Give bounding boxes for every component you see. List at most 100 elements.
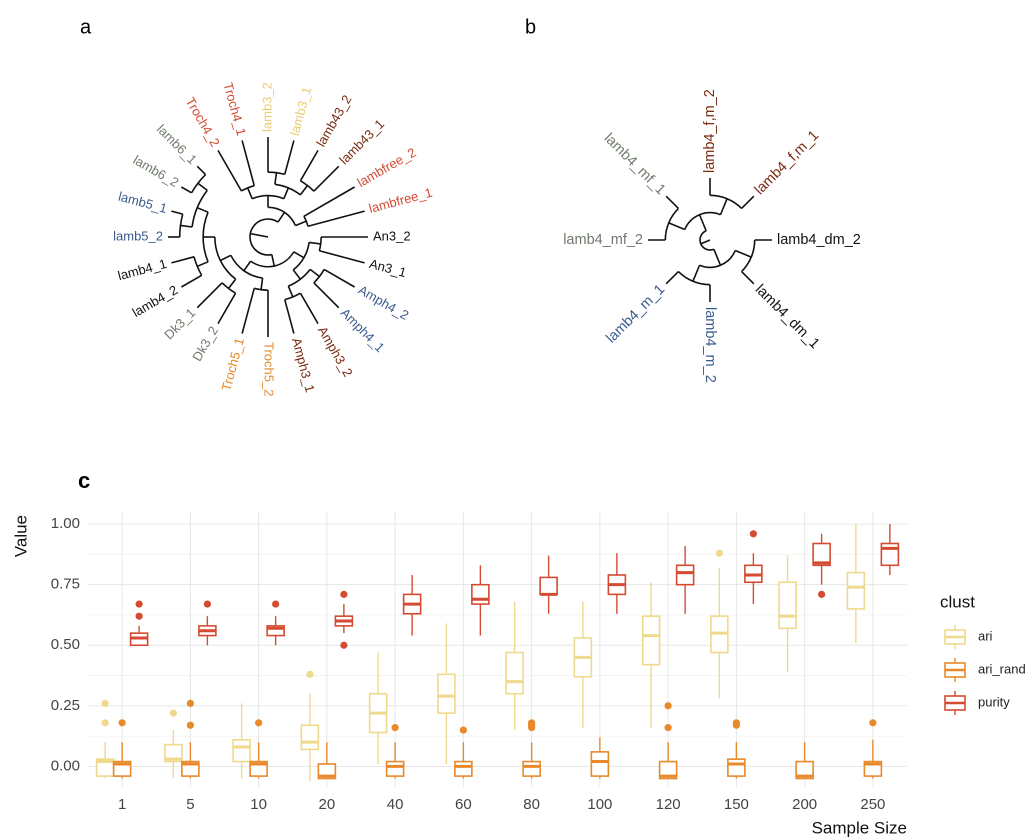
y-tick-label: 1.00 bbox=[51, 515, 80, 532]
branch bbox=[665, 195, 679, 209]
x-tick-label: 80 bbox=[523, 796, 540, 813]
y-tick-label: 0.00 bbox=[51, 757, 80, 774]
branch-arc bbox=[699, 250, 736, 269]
branch bbox=[313, 282, 340, 309]
outlier bbox=[664, 702, 672, 710]
branch bbox=[299, 185, 309, 196]
legend-label: purity bbox=[978, 694, 1010, 709]
branch bbox=[734, 249, 752, 258]
branch bbox=[309, 268, 320, 278]
branch bbox=[293, 251, 305, 259]
branch bbox=[307, 210, 365, 228]
box bbox=[266, 625, 285, 637]
branch bbox=[284, 299, 295, 334]
x-tick-label: 150 bbox=[724, 796, 749, 813]
box bbox=[880, 542, 900, 567]
legend-label: ari_rand bbox=[978, 661, 1026, 676]
branch bbox=[260, 277, 264, 290]
x-tick-label: 60 bbox=[455, 796, 472, 813]
branch bbox=[246, 187, 253, 200]
outlier bbox=[391, 724, 399, 732]
box bbox=[454, 760, 473, 777]
leaf-label: Troch5_2 bbox=[262, 342, 277, 396]
outlier bbox=[186, 721, 194, 729]
box bbox=[590, 751, 610, 777]
branch bbox=[196, 206, 209, 213]
branch-arc bbox=[313, 269, 325, 284]
branch bbox=[277, 211, 286, 223]
box bbox=[795, 760, 814, 780]
leaf-label: lamb3_2 bbox=[259, 82, 274, 132]
box bbox=[641, 615, 661, 666]
branch bbox=[271, 254, 276, 267]
branch bbox=[274, 172, 278, 185]
leaf-label: lamb4_dm_2 bbox=[777, 232, 861, 248]
branch bbox=[196, 261, 209, 268]
panel-label: a bbox=[80, 16, 92, 38]
branch bbox=[698, 214, 707, 232]
branch bbox=[171, 210, 183, 215]
branch-arc bbox=[684, 211, 721, 230]
box bbox=[778, 581, 797, 630]
y-tick-label: 0.75 bbox=[51, 576, 80, 593]
panel-label: c bbox=[78, 468, 90, 493]
outlier bbox=[732, 719, 740, 727]
branch bbox=[308, 241, 321, 245]
outlier bbox=[203, 600, 211, 608]
x-tick-label: 250 bbox=[860, 796, 885, 813]
box bbox=[812, 542, 831, 567]
outlier bbox=[340, 641, 348, 649]
box bbox=[164, 743, 183, 763]
x-tick-label: 200 bbox=[792, 796, 817, 813]
box bbox=[658, 760, 678, 780]
outlier bbox=[135, 612, 143, 620]
x-tick-label: 120 bbox=[656, 796, 681, 813]
branch bbox=[217, 149, 243, 192]
branch bbox=[243, 260, 252, 272]
branch bbox=[287, 285, 294, 298]
x-tick-label: 100 bbox=[587, 796, 612, 813]
box bbox=[437, 673, 456, 714]
box bbox=[385, 760, 405, 777]
leaf-label: lamb5_2 bbox=[113, 228, 163, 243]
branch-arc bbox=[699, 230, 715, 251]
branch bbox=[283, 187, 290, 200]
box bbox=[505, 651, 524, 695]
x-tick-label: 1 bbox=[118, 796, 126, 813]
y-tick-label: 0.25 bbox=[51, 697, 80, 714]
legend-title: clust bbox=[940, 592, 975, 611]
branch bbox=[668, 222, 686, 231]
branch bbox=[700, 239, 711, 245]
outlier bbox=[664, 724, 672, 732]
outlier bbox=[818, 590, 826, 598]
x-tick-label: 40 bbox=[387, 796, 404, 813]
branch bbox=[196, 165, 207, 176]
box bbox=[727, 758, 746, 777]
branch bbox=[250, 232, 269, 238]
x-tick-label: 10 bbox=[250, 796, 267, 813]
x-axis-title: Sample Size bbox=[812, 818, 907, 837]
box bbox=[300, 724, 320, 751]
branch bbox=[217, 292, 237, 325]
outlier bbox=[272, 600, 280, 608]
outlier bbox=[749, 530, 757, 538]
branch bbox=[665, 271, 679, 285]
leaf-label: lamb4_mf_2 bbox=[563, 232, 643, 248]
outlier bbox=[306, 670, 314, 678]
branch bbox=[241, 140, 256, 186]
branch bbox=[313, 165, 340, 192]
branch bbox=[299, 292, 319, 325]
outlier bbox=[340, 590, 348, 598]
branch bbox=[180, 186, 192, 194]
outlier bbox=[118, 719, 126, 727]
outlier bbox=[186, 699, 194, 708]
branch bbox=[241, 288, 256, 334]
branch bbox=[719, 198, 728, 216]
branch bbox=[295, 220, 307, 227]
legend-label: ari bbox=[978, 628, 993, 643]
y-tick-label: 0.50 bbox=[51, 636, 80, 653]
leaf-label: lamb4_f,m_2 bbox=[702, 89, 718, 173]
box bbox=[675, 564, 695, 586]
branch-arc bbox=[300, 180, 315, 192]
